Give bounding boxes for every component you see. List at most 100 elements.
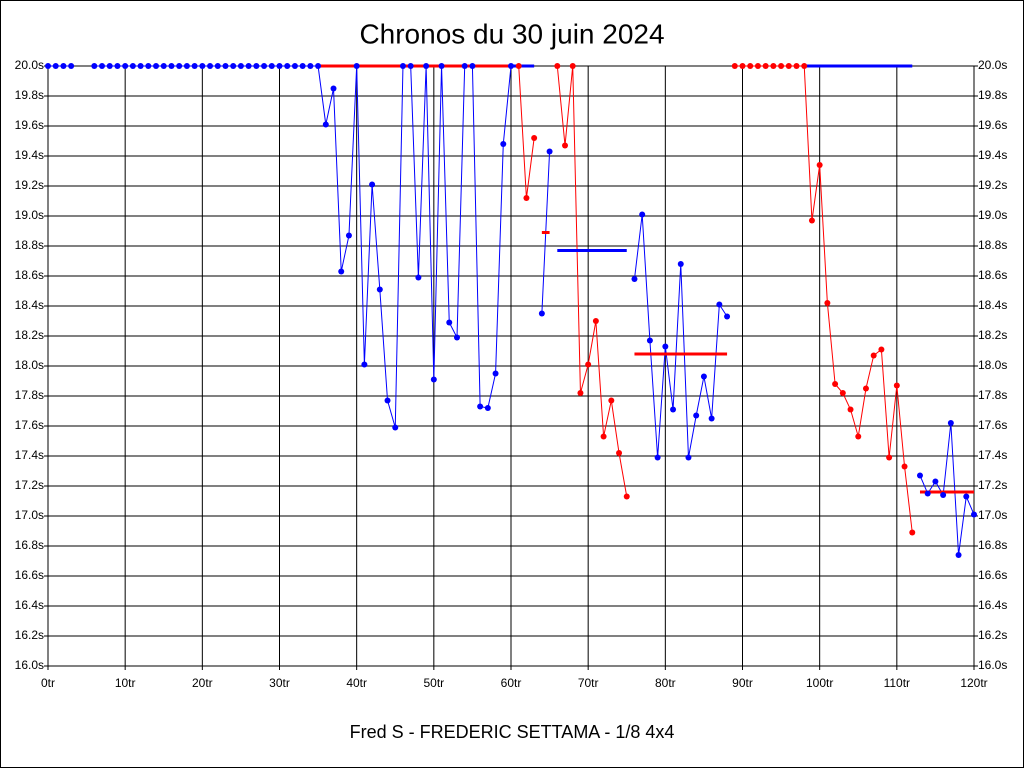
y-tick-label: 17.2s [15,478,44,492]
lap-point [91,63,98,69]
y-tick-label: 19.8s [15,88,44,102]
lap-point [862,385,869,392]
chart-title: Chronos du 30 juin 2024 [359,18,664,49]
lap-point [446,319,453,326]
lap-point [106,63,113,69]
lap-point [338,268,345,275]
lap-point [832,381,839,387]
y2-tick-label: 16.0s [978,658,1007,672]
lap-point [261,63,268,69]
lap-point [477,403,484,410]
lap-point [739,63,746,69]
x-tick-label: 50tr [423,676,444,690]
y2-tick-label: 16.8s [978,538,1007,552]
lap-point [461,63,468,69]
lap-point [60,63,67,69]
lap-point [384,397,391,404]
lap-point [99,63,106,69]
y-tick-label: 17.0s [15,508,44,522]
y2-tick-label: 18.8s [978,238,1007,252]
y2-tick-label: 16.2s [978,628,1007,642]
lap-point [129,63,136,69]
lap-point [646,337,653,344]
lap-point [438,63,445,69]
lap-point [600,433,607,440]
lap-point [677,261,684,267]
lap-point [531,135,538,141]
lap-point [778,63,785,69]
x-tick-label: 80tr [655,676,676,690]
y-tick-label: 19.0s [15,208,44,222]
lap-point [315,63,322,69]
lap-point [639,211,646,218]
lap-point [230,63,237,69]
lap-point [500,141,507,147]
y-tick-label: 18.2s [15,328,44,342]
lap-point [199,63,206,69]
lap-point [276,63,283,69]
lap-point [932,478,939,485]
lap-point [847,406,854,413]
y2-tick-label: 20.0s [978,58,1007,72]
lap-point [924,490,931,497]
lap-point [700,373,707,380]
lap-point [878,346,885,353]
lap-point [160,63,167,69]
lap-point [608,397,615,404]
y2-tick-label: 19.4s [978,148,1007,162]
lap-point [808,217,815,224]
lap-point [191,63,198,69]
lap-point [392,424,399,431]
lap-point [693,412,700,419]
lap-point [407,63,414,69]
lap-point [616,450,623,456]
y2-tick-label: 17.6s [978,418,1007,432]
lap-point [369,181,376,188]
lap-point [423,63,430,69]
y-tick-label: 19.2s [15,178,44,192]
lap-point [940,492,947,498]
lap-point [585,361,592,368]
lap-point [839,390,846,396]
lap-point [670,406,677,413]
lap-point [562,142,569,149]
lap-point [515,63,522,69]
lap-point [299,63,306,69]
lap-point [183,63,190,69]
lap-point [793,63,800,69]
lap-point [909,529,916,536]
y-tick-label: 17.8s [15,388,44,402]
lap-point [245,63,252,69]
lap-point [870,352,877,359]
y-tick-label: 17.4s [15,448,44,462]
y-tick-label: 20.0s [15,58,44,72]
lap-point [237,63,244,69]
lap-point [824,300,831,306]
lap-point [114,63,121,69]
y-tick-label: 17.6s [15,418,44,432]
lap-point [307,63,314,69]
y2-tick-label: 19.8s [978,88,1007,102]
y2-tick-label: 17.4s [978,448,1007,462]
x-tick-label: 90tr [732,676,753,690]
y2-tick-label: 19.2s [978,178,1007,192]
lap-point [345,232,352,239]
lap-point [469,63,476,69]
lap-point [253,63,260,69]
lap-point [214,63,221,69]
lap-point [916,472,923,479]
x-tick-label: 110tr [884,676,910,690]
lap-point [353,63,360,69]
y2-tick-label: 17.2s [978,478,1007,492]
x-tick-label: 70tr [578,676,599,690]
y-tick-label: 18.6s [15,268,44,282]
x-tick-label: 100tr [806,676,833,690]
lap-point [145,63,152,69]
lap-point [68,63,75,69]
lap-point [724,313,731,320]
x-tick-label: 20tr [192,676,213,690]
x-tick-label: 10tr [115,676,136,690]
lap-point [592,318,599,324]
footer: Fred S - FREDERIC SETTAMA - 1/8 4x4 [350,722,675,742]
